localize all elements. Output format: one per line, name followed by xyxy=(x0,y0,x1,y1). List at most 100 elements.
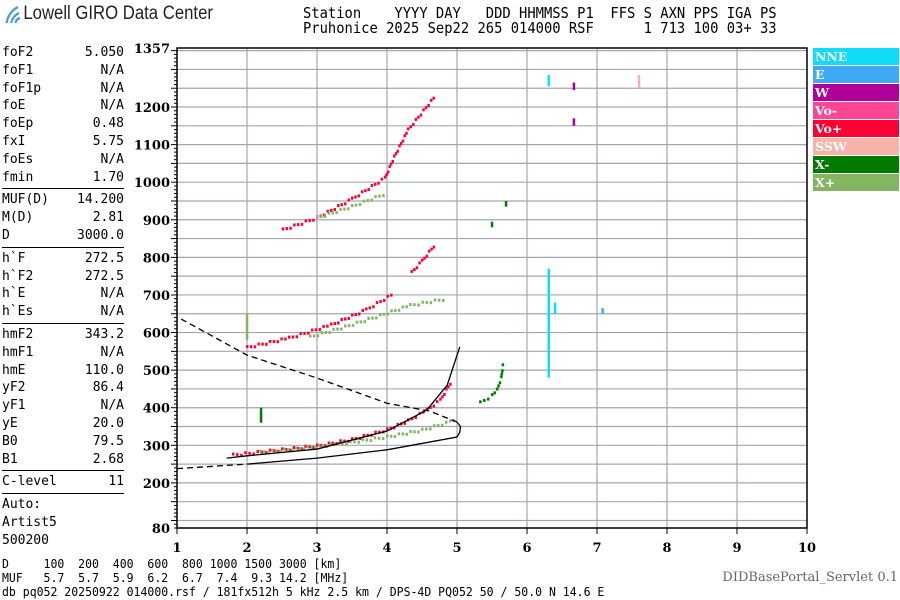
echo-point xyxy=(375,316,378,320)
echo-point xyxy=(491,393,494,397)
param-value: 343.2 xyxy=(84,326,124,342)
param-value: N/A xyxy=(100,151,124,167)
echo-spike xyxy=(259,407,263,423)
echo-point xyxy=(437,424,440,428)
param-name: foF1p xyxy=(2,80,42,96)
echo-point xyxy=(389,434,393,438)
echo-point xyxy=(309,334,312,338)
echo-point xyxy=(397,432,401,436)
echo-point xyxy=(281,227,285,231)
echo-point xyxy=(268,448,272,452)
echo-point xyxy=(298,447,302,451)
header-labels: Station YYYY DAY DDD HHMMSS P1 FFS S AXN… xyxy=(303,4,777,22)
echo-point xyxy=(374,182,377,186)
x-tick-label: 4 xyxy=(382,541,391,556)
y-tick-label: 400 xyxy=(143,402,170,417)
echo-point xyxy=(326,324,329,328)
echo-point xyxy=(407,127,410,131)
param-value: 272.5 xyxy=(84,268,124,284)
echo-point xyxy=(373,436,377,440)
echo-spike xyxy=(490,221,494,228)
x-tick-label: 7 xyxy=(592,541,601,556)
param-row: foEp 0.48 xyxy=(2,115,124,133)
param-value: N/A xyxy=(100,98,124,114)
echo-point xyxy=(268,339,272,343)
echo-point xyxy=(336,327,339,331)
echo-point xyxy=(442,298,445,302)
autoscaler-line3: 500200 xyxy=(2,532,49,548)
echo-point xyxy=(267,450,270,454)
separator xyxy=(2,322,124,324)
echo-point xyxy=(401,139,405,143)
echo-point xyxy=(391,160,394,164)
param-row: D 3000.0 xyxy=(2,227,124,245)
echo-spike xyxy=(553,302,557,314)
echo-point xyxy=(272,340,276,344)
echo-point xyxy=(327,211,331,215)
echo-point xyxy=(296,446,300,450)
plot-frame xyxy=(176,47,808,529)
echo-point xyxy=(248,451,251,455)
param-row: MUF(D) 14.200 xyxy=(2,191,124,209)
echo-point xyxy=(386,294,390,298)
param-value: 1.70 xyxy=(92,169,124,185)
param-value: N/A xyxy=(100,344,124,360)
echo-point xyxy=(487,397,490,401)
echo-spike xyxy=(547,268,550,378)
echo-point xyxy=(316,215,319,219)
y-tick-label: 80 xyxy=(152,522,170,537)
echo-point xyxy=(369,438,373,442)
y-tick-label: 700 xyxy=(143,289,170,304)
param-value: N/A xyxy=(100,80,124,96)
param-row: C-level 11 xyxy=(2,473,124,491)
echo-point xyxy=(367,188,370,192)
echo-point xyxy=(405,131,408,135)
echo-point xyxy=(347,317,350,321)
echo-point xyxy=(410,269,413,273)
param-name: hmF1 xyxy=(2,344,34,360)
echo-point xyxy=(357,194,361,198)
echo-point xyxy=(415,266,419,270)
echo-point xyxy=(339,207,342,211)
echo-point xyxy=(304,219,308,223)
echo-point xyxy=(323,444,327,448)
echo-point xyxy=(347,198,350,202)
echo-point xyxy=(441,423,444,427)
echo-point xyxy=(437,298,441,302)
legend-nne: NNE xyxy=(813,48,899,65)
echo-point xyxy=(401,305,405,309)
param-row: B1 2.68 xyxy=(2,451,124,469)
echo-point xyxy=(427,104,430,108)
echo-spike xyxy=(572,82,576,91)
echo-point xyxy=(340,318,343,322)
legend-vominus: Vo- xyxy=(813,102,899,119)
echo-point xyxy=(483,398,486,402)
param-row: yF2 86.4 xyxy=(2,379,124,397)
echo-point xyxy=(284,447,288,451)
echo-point xyxy=(337,321,340,325)
echo-point xyxy=(351,323,355,327)
echo-point xyxy=(319,443,323,447)
echo-point xyxy=(289,226,292,230)
echo-point xyxy=(364,189,367,193)
direction-legend: NNE E W Vo- Vo+ SSW X- X+ xyxy=(813,48,899,192)
echo-point xyxy=(397,308,401,312)
echo-point xyxy=(257,342,260,346)
echo-point xyxy=(386,312,390,316)
echo-point xyxy=(357,440,360,444)
echo-point xyxy=(497,384,500,388)
param-name: foE xyxy=(2,98,26,114)
echo-point xyxy=(327,441,331,445)
param-row: fxI 5.75 xyxy=(2,133,124,151)
echo-point xyxy=(383,175,387,179)
echo-point xyxy=(381,437,385,441)
echo-point xyxy=(351,313,354,317)
echo-point xyxy=(386,170,390,174)
echo-point xyxy=(377,181,380,185)
echo-point xyxy=(351,437,354,441)
echo-point xyxy=(288,335,291,339)
y-tick-label: 900 xyxy=(143,214,170,229)
echo-point xyxy=(321,444,325,448)
param-row: foF1p N/A xyxy=(2,80,124,98)
echo-point xyxy=(445,387,448,391)
